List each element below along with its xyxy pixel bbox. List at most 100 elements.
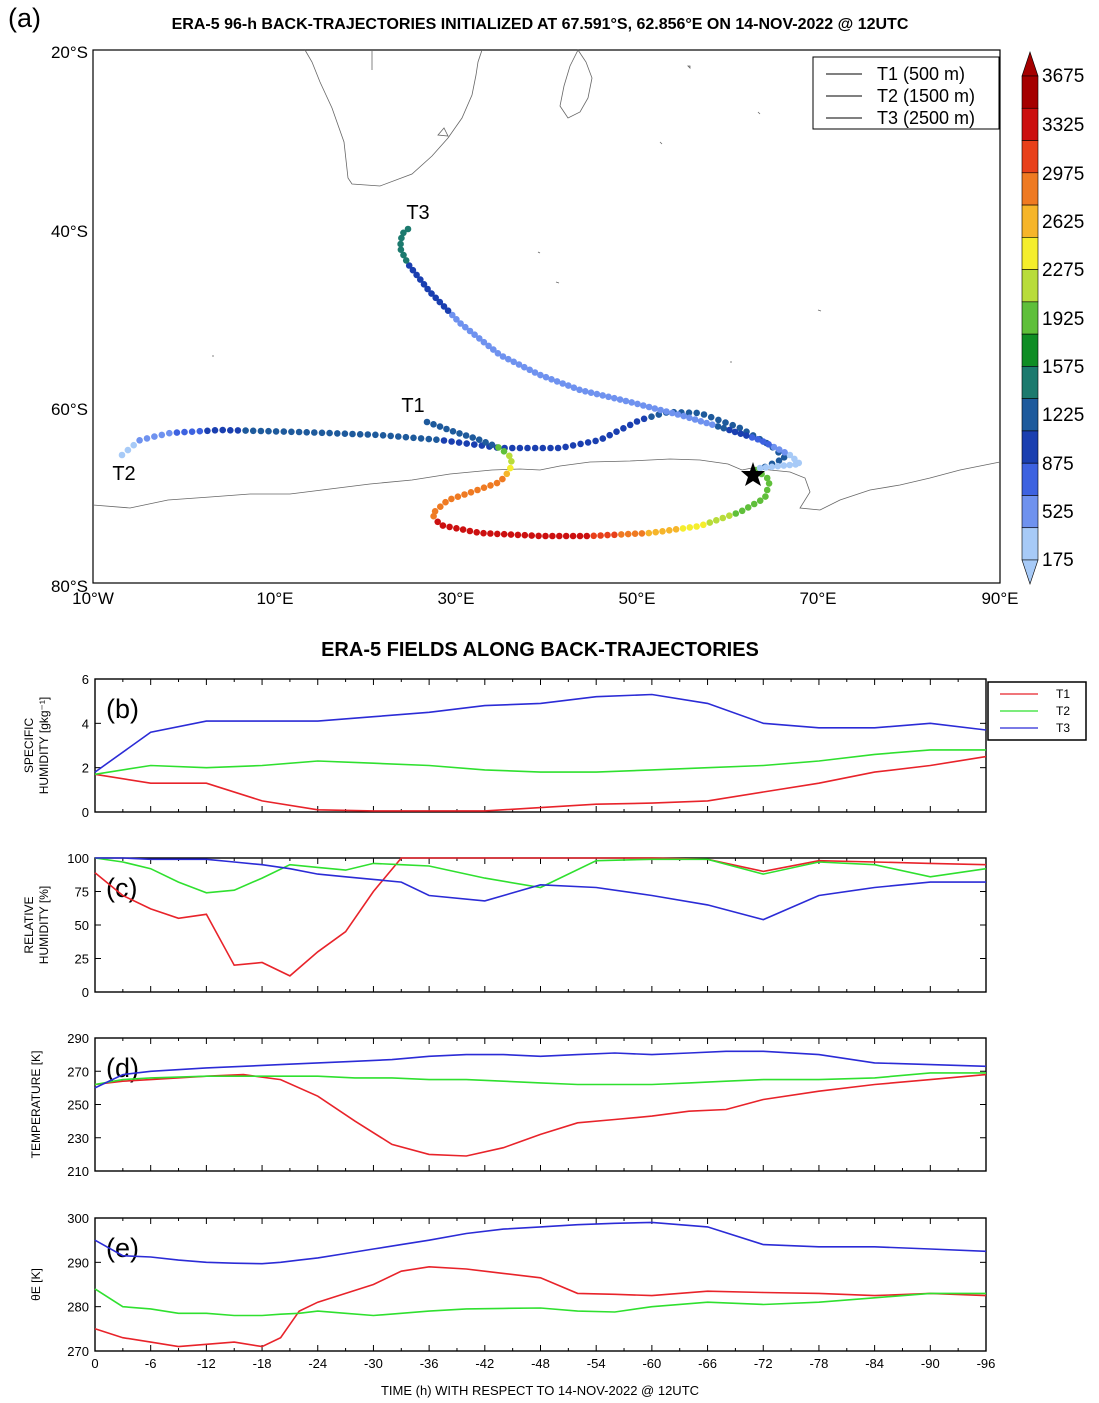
- trajectory-point-t1: [442, 498, 449, 506]
- y-axis-label: TEMPERATURE [K]: [29, 1051, 43, 1159]
- trajectory-point-t3: [457, 320, 464, 327]
- map-legend: T1 (500 m) T2 (1500 m) T3 (2500 m): [812, 56, 1000, 130]
- trajectory-point-t3: [786, 461, 793, 469]
- trajectory-point-t2: [211, 427, 219, 434]
- trajectory-point-t3: [720, 424, 727, 432]
- legend-b-t2: T2: [1056, 704, 1070, 718]
- trajectory-point-t2: [620, 425, 627, 432]
- trajectory-point-t2: [124, 446, 132, 454]
- colorbar-segment: [1021, 527, 1039, 561]
- trajectory-point-t3: [703, 419, 710, 427]
- trajectory-point-t3: [417, 276, 424, 283]
- trajectory-point-t3: [786, 451, 794, 459]
- trajectory-point-t2: [288, 428, 295, 436]
- trajectory-point-t3: [559, 380, 566, 387]
- trajectory-point-t1: [423, 418, 431, 426]
- colorbar-label: 1575: [1042, 357, 1084, 378]
- x-axis-label: TIME (h) WITH RESPECT TO 14-NOV-2022 @ 1…: [381, 1383, 699, 1398]
- trajectory-point-t2: [379, 432, 387, 439]
- trajectory-point-t3: [651, 405, 659, 412]
- trajectory-point-t3: [428, 290, 435, 297]
- trajectory-point-t1: [569, 532, 577, 540]
- y-tick-label: 250: [67, 1098, 89, 1113]
- trajectory-point-t1: [507, 531, 515, 538]
- y-tick-label: 0: [82, 805, 89, 820]
- trajectory-point-t3: [397, 240, 404, 248]
- trajectory-point-t2: [685, 409, 693, 417]
- trajectory-point-t3: [791, 455, 798, 463]
- section-title: ERA-5 FIELDS ALONG BACK-TRAJECTORIES: [321, 639, 759, 661]
- trajectory-point-t1: [454, 493, 462, 501]
- trajectory-point-t2: [633, 418, 641, 425]
- trajectory-point-t1: [487, 482, 494, 489]
- colorbar-segment: [1021, 333, 1039, 367]
- colorbar-segment: [1021, 237, 1039, 270]
- trajectory-point-t2: [569, 442, 577, 449]
- trajectory-point-t1: [549, 532, 556, 540]
- trajectory-point-t1: [672, 526, 680, 533]
- trajectory-point-t1: [750, 500, 758, 508]
- legend-b-t1: T1: [1056, 687, 1070, 701]
- trajectory-point-t1: [514, 531, 522, 539]
- trajectory-point-t1: [466, 527, 474, 535]
- y-tick-label: 4: [82, 716, 89, 731]
- trajectory-point-t3: [686, 414, 693, 422]
- panel-a-label: (a): [8, 3, 41, 33]
- trajectory-point-t3: [565, 382, 572, 389]
- trajectory-point-t3: [531, 369, 539, 376]
- colorbar-segment: [1021, 172, 1039, 206]
- trajectory-point-t1: [756, 497, 764, 505]
- trajectory-point-t3: [409, 266, 417, 274]
- traj-label-t3: T3: [406, 202, 429, 224]
- trajectory-point-t1: [467, 489, 475, 496]
- trajectory-point-t2: [173, 429, 181, 436]
- colorbar-label: 875: [1042, 454, 1074, 475]
- trajectory-point-t2: [648, 413, 655, 421]
- trajectory-point-t1: [449, 428, 457, 435]
- trajectory-point-t2: [516, 444, 524, 452]
- trajectory-point-t3: [691, 416, 699, 423]
- panel-e: 0 -6 -12 -18 -24 -30 -36 -42 -48 -54 -60 -66 -72 -78 -…: [29, 1211, 995, 1371]
- y-axis-label: SPECIFIC: [22, 717, 36, 773]
- trajectory-point-t1: [562, 532, 570, 540]
- trajectory-point-t1: [487, 530, 494, 537]
- series-line-t3: [94, 1050, 987, 1089]
- panel-label: (d): [106, 1053, 139, 1083]
- trajectory-point-t1: [556, 532, 563, 540]
- trajectory-point-t1: [719, 514, 727, 522]
- trajectory-point-t3: [657, 406, 664, 414]
- trajectory-point-t3: [413, 271, 420, 279]
- colorbar-segment: [1021, 75, 1039, 109]
- trajectory-point-t1: [469, 434, 477, 441]
- trajectory-point-t2: [257, 427, 265, 435]
- start-star-icon: [741, 462, 765, 486]
- trajectory-point-t3: [634, 400, 641, 408]
- trajectory-point-t2: [303, 429, 311, 436]
- trajectory-point-t3: [444, 307, 452, 315]
- colorbar-label: 2625: [1042, 212, 1084, 233]
- trajectory-point-t2: [693, 409, 700, 417]
- trajectory-point-t2: [272, 428, 280, 435]
- trajectory-point-t3: [537, 371, 544, 379]
- trajectory-point-t3: [436, 298, 444, 306]
- trajectory-point-t1: [453, 525, 460, 532]
- trajectory-point-t2: [722, 419, 729, 426]
- trajectory-point-t3: [494, 350, 502, 357]
- trajectory-point-t3: [593, 390, 601, 398]
- trajectory-point-t3: [762, 464, 770, 471]
- colorbar-label: 1225: [1042, 405, 1084, 426]
- trajectory-point-t1: [618, 531, 625, 538]
- trajectory-point-t1: [679, 525, 687, 532]
- trajectory-point-t2: [584, 439, 592, 446]
- y-tick-label: 100: [67, 851, 89, 866]
- legend-b-t3: T3: [1056, 721, 1070, 735]
- trajectory-points: [118, 225, 803, 540]
- trajectory-point-t3: [616, 396, 624, 403]
- trajectory-point-t3: [542, 373, 550, 381]
- trajectory-point-t1: [443, 425, 450, 433]
- trajectory-point-t2: [181, 428, 188, 436]
- trajectory-point-t1: [693, 523, 700, 530]
- trajectory-point-t2: [387, 432, 395, 440]
- y-tick-label: 75: [75, 885, 89, 900]
- x-tick-label: -96: [977, 1356, 996, 1371]
